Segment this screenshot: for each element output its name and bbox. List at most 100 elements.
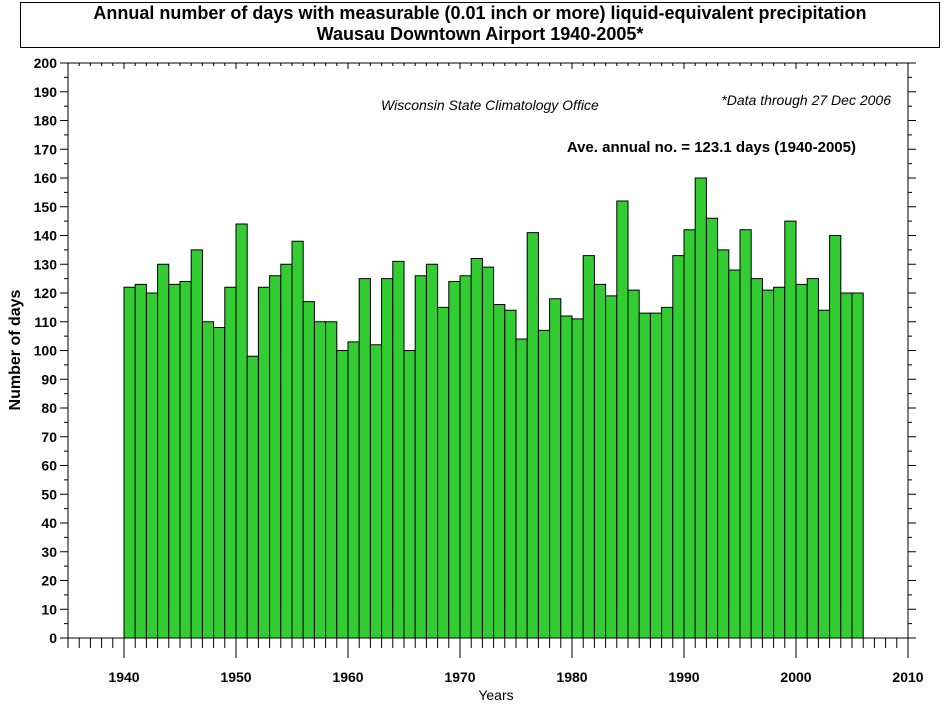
bar-1997: [750, 278, 763, 639]
bar-1993: [705, 217, 719, 639]
bar-1994: [717, 249, 730, 639]
bar-1974: [493, 304, 506, 639]
y-axis: 0 10 20 30 40 50 60 70 80 90 100 110 120 130 140 150 160…: [34, 55, 916, 646]
bar-1989: [661, 306, 674, 639]
bar-1990: [672, 255, 685, 639]
bar-1967: [414, 275, 427, 639]
x-tick-label: 1940: [108, 669, 139, 685]
bars-group: [123, 177, 864, 639]
bar-1962: [358, 278, 371, 639]
x-tick-label: 1970: [444, 669, 475, 685]
x-tick-label: 1950: [220, 669, 251, 685]
bar-1950: [224, 286, 237, 639]
bar-1946: [179, 281, 192, 639]
x-tick-label: 1960: [332, 669, 363, 685]
y-tick-label: 200: [34, 55, 58, 71]
bar-1966: [403, 350, 416, 639]
y-tick-label: 130: [34, 256, 58, 272]
bar-1971: [459, 275, 472, 639]
bar-1999: [773, 286, 786, 639]
bar-1984: [605, 295, 618, 639]
bar-1976: [515, 338, 528, 639]
y-tick-label: 70: [41, 429, 57, 445]
y-tick-label: 20: [41, 573, 57, 589]
bar-1979: [549, 298, 562, 639]
bar-1977: [526, 232, 539, 639]
bar-1996: [739, 229, 752, 639]
x-tick-label: 1980: [556, 669, 587, 685]
bar-1986: [627, 289, 640, 639]
y-tick-label: 90: [41, 371, 57, 387]
y-tick-label: 150: [34, 199, 58, 215]
average-annotation: Ave. annual no. = 123.1 days (1940-2005): [567, 139, 856, 156]
y-tick-label: 180: [34, 113, 58, 129]
chart-title-box: Annual number of days with measurable (0…: [20, 2, 940, 48]
bar-1992: [694, 177, 707, 639]
bar-1958: [313, 321, 327, 639]
chart-title: Annual number of days with measurable (0…: [93, 3, 867, 23]
bar-1954: [269, 275, 282, 639]
y-tick-label: 160: [34, 170, 58, 186]
bar-1972: [470, 258, 483, 639]
bar-2001: [795, 283, 808, 639]
bar-1968: [425, 263, 439, 639]
bar-1953: [257, 286, 271, 639]
bar-1947: [190, 249, 203, 639]
bar-2004: [829, 235, 842, 639]
bar-1981: [571, 318, 584, 639]
x-tick-label: 1990: [668, 669, 699, 685]
bar-1969: [437, 306, 450, 639]
bar-1952: [246, 355, 259, 639]
bar-1973: [481, 266, 495, 639]
data-note-annotation: *Data through 27 Dec 2006: [721, 92, 891, 108]
x-axis-title: Years: [478, 687, 513, 703]
bar-1957: [302, 301, 315, 639]
bar-1956: [291, 240, 304, 639]
bar-1949: [213, 327, 226, 639]
bar-2003: [817, 309, 831, 639]
y-tick-label: 10: [41, 601, 57, 617]
bar-1948: [201, 321, 215, 639]
bar-1964: [381, 278, 394, 639]
y-tick-label: 50: [41, 486, 57, 502]
bar-2002: [806, 278, 819, 639]
bar-1951: [235, 223, 248, 639]
bar-1955: [280, 263, 293, 639]
bar-2000: [784, 220, 797, 639]
bar-1998: [761, 289, 775, 639]
bar-1983: [593, 283, 607, 639]
bar-2006: [851, 292, 864, 639]
y-tick-label: 0: [49, 630, 57, 646]
bar-1944: [157, 263, 170, 639]
y-axis-title: Number of days: [7, 289, 24, 410]
bar-1991: [683, 229, 696, 639]
y-tick-label: 40: [41, 515, 57, 531]
y-tick-label: 80: [41, 400, 57, 416]
y-tick-label: 60: [41, 458, 57, 474]
bar-1980: [560, 315, 573, 639]
bar-1942: [134, 283, 147, 639]
bar-1945: [168, 283, 181, 639]
bar-1987: [638, 312, 651, 639]
y-tick-label: 190: [34, 84, 58, 100]
y-tick-label: 140: [34, 228, 58, 244]
bar-1943: [145, 292, 159, 639]
bar-1960: [336, 350, 349, 639]
bar-1978: [537, 329, 551, 639]
bar-1995: [728, 269, 741, 639]
bar-1970: [448, 281, 461, 639]
bar-1965: [392, 260, 405, 639]
chart-subtitle: Wausau Downtown Airport 1940-2005*: [316, 24, 644, 44]
y-tick-label: 30: [41, 544, 57, 560]
bar-1975: [504, 309, 517, 639]
bar-1988: [649, 312, 663, 639]
y-tick-label: 170: [34, 141, 58, 157]
y-tick-label: 110: [34, 314, 57, 330]
x-axis: 1940 1950 1960 1970 1980 1990 2000 2010: [67, 63, 924, 685]
source-annotation: Wisconsin State Climatology Office: [381, 97, 599, 113]
y-tick-label: 120: [34, 285, 58, 301]
bar-2005: [840, 292, 853, 639]
bar-1963: [369, 344, 383, 639]
bar-1985: [616, 200, 629, 639]
